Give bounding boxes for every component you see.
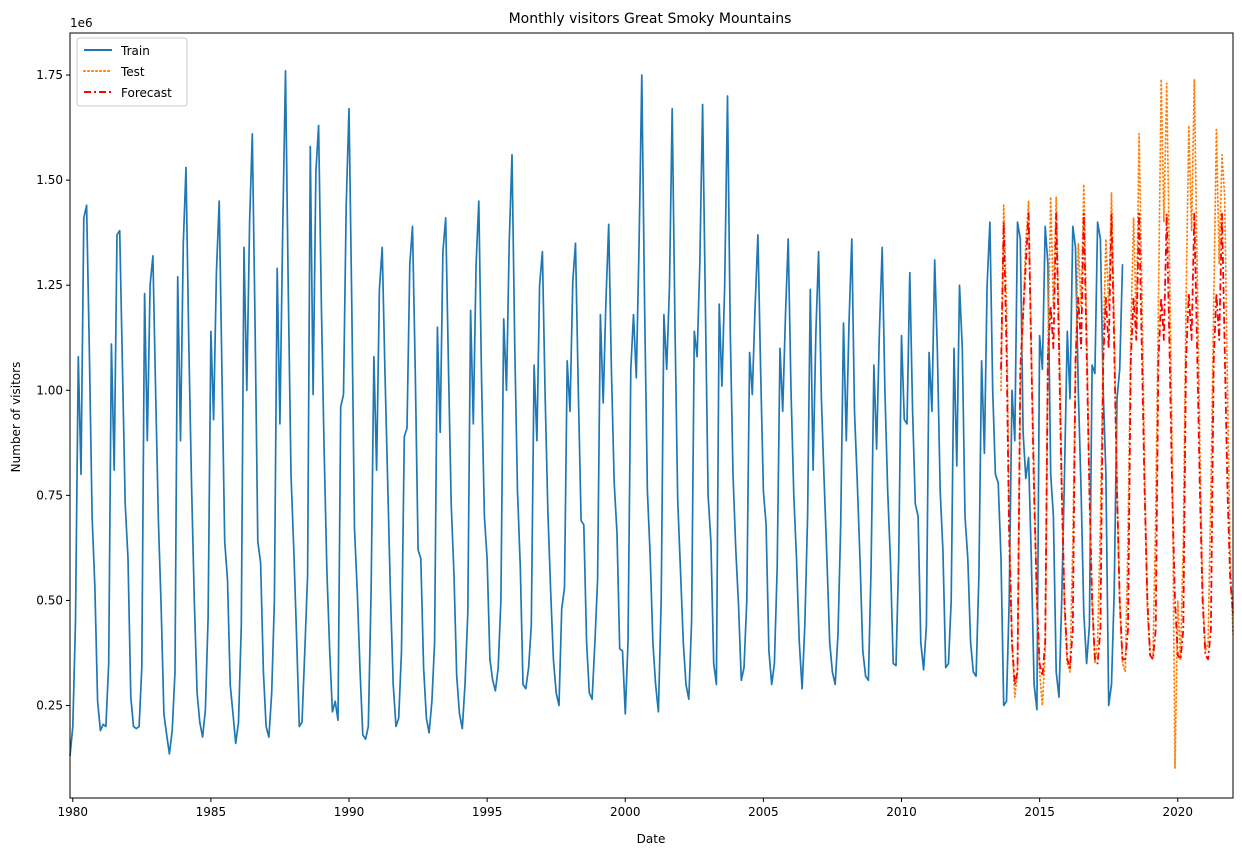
x-tick-label: 1995: [472, 805, 503, 819]
legend-label-test: Test: [120, 65, 145, 79]
y-axis-label: Number of visitors: [9, 362, 23, 473]
y-tick-label: 1.25: [36, 278, 63, 292]
x-tick-label: 2005: [748, 805, 779, 819]
y-tick-label: 1.75: [36, 68, 63, 82]
legend-label-train: Train: [120, 44, 150, 58]
y-tick-label: 0.50: [36, 593, 63, 607]
x-tick-label: 2020: [1162, 805, 1193, 819]
y-tick-label: 0.25: [36, 699, 63, 713]
legend-label-forecast: Forecast: [121, 86, 172, 100]
x-tick-label: 2015: [1024, 805, 1055, 819]
y-offset-text: 1e6: [70, 16, 93, 30]
x-tick-label: 1980: [57, 805, 88, 819]
series-line-train: [70, 71, 1123, 756]
x-tick-label: 1985: [196, 805, 227, 819]
x-tick-label: 2010: [886, 805, 917, 819]
x-tick-label: 2000: [610, 805, 641, 819]
y-tick-label: 1.50: [36, 173, 63, 187]
plot-lines: [70, 71, 1233, 769]
legend: Train Test Forecast: [77, 38, 187, 106]
chart-title: Monthly visitors Great Smoky Mountains: [509, 11, 792, 27]
y-tick-label: 1.00: [36, 383, 63, 397]
y-tick-label: 0.75: [36, 488, 63, 502]
x-tick-label: 1990: [334, 805, 365, 819]
x-axis-label: Date: [637, 832, 666, 846]
